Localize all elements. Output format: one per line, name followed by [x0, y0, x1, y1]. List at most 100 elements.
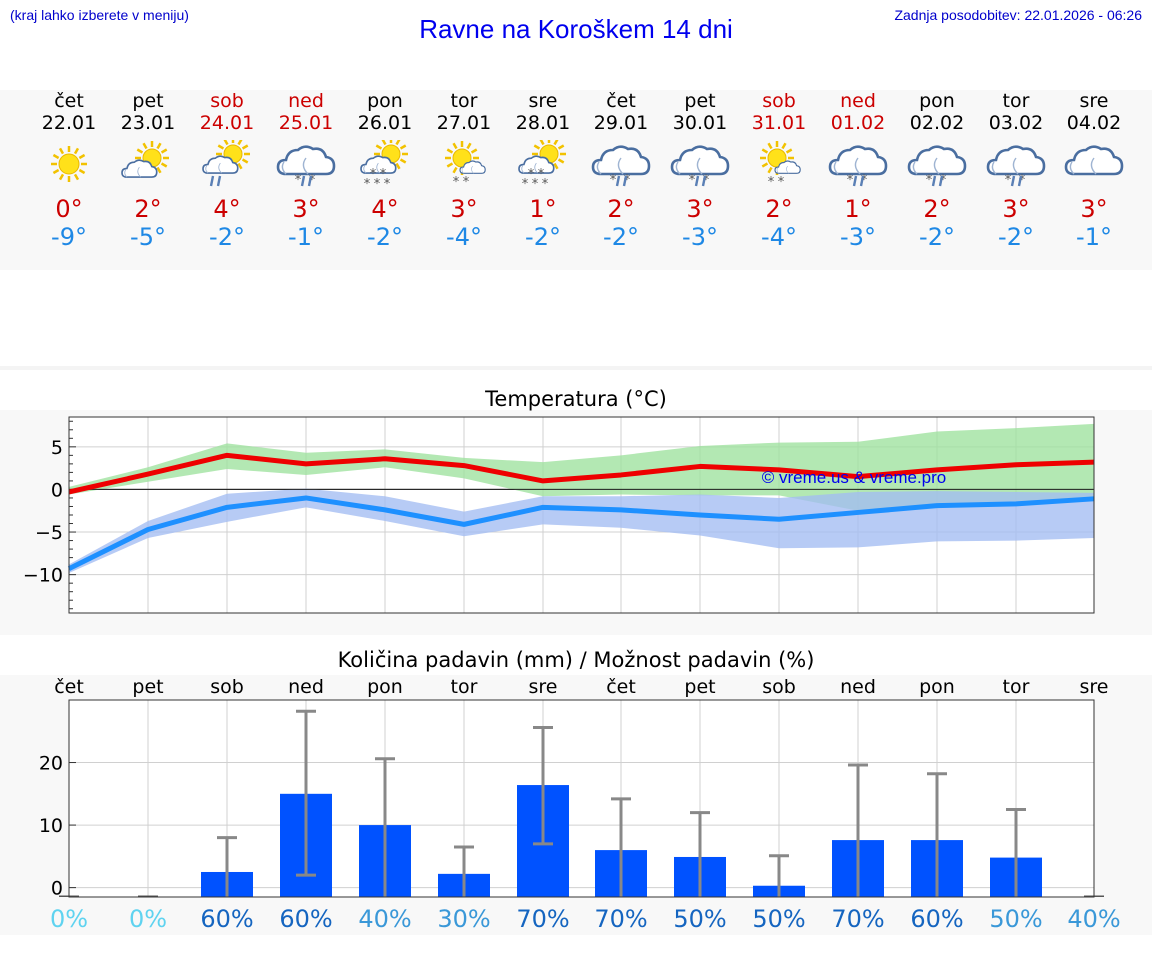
error-bar: [848, 763, 868, 897]
error-bar: [296, 709, 316, 877]
page-title: Ravne na Koroškem 14 dni: [419, 14, 733, 44]
error-bar: [454, 845, 474, 897]
day-date: 28.01: [515, 112, 571, 134]
min-temp: -2°: [209, 223, 245, 251]
precip-probability: 40%: [358, 905, 411, 933]
day-name: čet: [606, 90, 636, 112]
y-tick-label: −5: [35, 522, 63, 544]
cloud-glyph: [986, 145, 1046, 176]
error-bar: [375, 757, 395, 897]
snow-glyph: * *: [295, 173, 316, 188]
max-temp: 3°: [1002, 195, 1030, 223]
precip-probability: 70%: [594, 905, 647, 933]
error-bar: [1006, 807, 1026, 897]
day-name: pet: [684, 90, 716, 112]
category-label: pon: [367, 676, 403, 698]
cloud-glyph: [121, 159, 158, 178]
svg-text:*: *: [309, 173, 316, 188]
min-temp: -4°: [761, 223, 797, 251]
sun-glyph: [51, 146, 87, 182]
cloud-sleet-icon: * *: [986, 145, 1046, 188]
cloud-sleet-icon: * *: [670, 145, 730, 188]
max-temp: 3°: [292, 195, 320, 223]
precip-probability: 30%: [437, 905, 490, 933]
forecast-day: ned 25.01 * * 3° -1°: [266, 90, 346, 251]
day-date: 31.01: [751, 112, 807, 134]
rain-glyph: [694, 175, 707, 187]
forecast-day: pon 02.02 * * 2° -2°: [897, 90, 977, 251]
svg-text:*: *: [940, 173, 947, 188]
day-date: 24.01: [199, 112, 255, 134]
precip-probability: 40%: [1067, 905, 1120, 933]
category-label: čet: [54, 676, 84, 698]
forecast-band: [0, 90, 1152, 270]
precip-probability: 50%: [752, 905, 805, 933]
cloud-sleet-icon: * *: [591, 145, 651, 188]
day-name: sre: [528, 90, 558, 112]
max-temp: 4°: [371, 195, 399, 223]
cloud-glyph: [670, 145, 730, 176]
forecast-day: ned 01.02 * * 1° -3°: [818, 90, 898, 251]
day-name: ned: [288, 90, 324, 112]
sun-icon: [51, 146, 87, 182]
svg-text:*: *: [689, 173, 696, 188]
forecast-day: tor 03.02 * * 3° -2°: [976, 90, 1056, 251]
min-temp: -1°: [288, 223, 324, 251]
category-label: sre: [1080, 676, 1109, 698]
day-date: 27.01: [436, 112, 492, 134]
max-temp: 3°: [1080, 195, 1108, 223]
forecast-day: sob 24.01 4° -2°: [187, 90, 267, 251]
category-label: tor: [1003, 676, 1030, 698]
svg-text:*: *: [542, 177, 549, 190]
precip-probability: 50%: [989, 905, 1042, 933]
snow-glyph: * *: [768, 175, 785, 190]
day-date: 03.02: [988, 112, 1044, 134]
y-tick-label: 20: [39, 753, 63, 775]
svg-text:*: *: [1019, 173, 1026, 188]
rain-glyph: [1010, 175, 1023, 187]
svg-text:*: *: [610, 173, 617, 188]
error-bar: [533, 726, 553, 846]
svg-text:*: *: [384, 177, 391, 190]
svg-text:*: *: [847, 173, 854, 188]
snow-glyph: * *: [453, 175, 470, 190]
precip-probability: 70%: [831, 905, 884, 933]
rain-glyph: [852, 175, 865, 187]
cloud-glyph: [828, 145, 888, 176]
snow-glyph: * *: [689, 173, 710, 188]
forecast-day: sre 28.01 * * * * * 1° -2°: [503, 90, 583, 251]
sun-cloud-snow-icon: * *: [445, 141, 486, 190]
min-temp: -3°: [840, 223, 876, 251]
max-temp: 4°: [213, 195, 241, 223]
svg-text:*: *: [926, 173, 933, 188]
rain-glyph: [931, 175, 944, 187]
min-temp: -2°: [367, 223, 403, 251]
category-label: ned: [840, 676, 876, 698]
svg-text:*: *: [522, 177, 529, 190]
partly-cloudy-snow-icon: * ** * *: [360, 140, 408, 190]
partly-cloudy-snow-icon: * ** * *: [518, 140, 566, 190]
svg-text:*: *: [364, 177, 371, 190]
min-temp: -9°: [51, 223, 87, 251]
min-temp: -4°: [446, 223, 482, 251]
svg-text:*: *: [703, 173, 710, 188]
day-date: 26.01: [357, 112, 413, 134]
precipitation-chart: 20 10 0 čet pet sob ned pon tor sre čet pet sob ned po…: [39, 676, 1121, 933]
svg-text:*: *: [463, 175, 470, 190]
svg-text:*: *: [624, 173, 631, 188]
y-tick-label: 10: [39, 815, 63, 837]
min-temp: -2°: [525, 223, 561, 251]
forecast-day: pon 26.01 * * * * * 4° -2°: [345, 90, 425, 251]
forecast-day: sob 31.01 * * 2° -4°: [739, 90, 819, 251]
rain-glyph: [615, 175, 628, 187]
snow-glyph: * *: [610, 173, 631, 188]
day-name: pet: [132, 90, 164, 112]
precip-probability: 60%: [200, 905, 253, 933]
precip-probability: 60%: [279, 905, 332, 933]
day-name: sre: [1079, 90, 1109, 112]
category-label: sob: [762, 676, 796, 698]
day-name: pon: [367, 90, 403, 112]
location-menu-hint[interactable]: (kraj lahko izberete v meniju): [10, 7, 189, 23]
forecast-day: pet 30.01 * * 3° -3°: [660, 90, 740, 251]
snow-glyph: * ** * *: [364, 167, 391, 190]
